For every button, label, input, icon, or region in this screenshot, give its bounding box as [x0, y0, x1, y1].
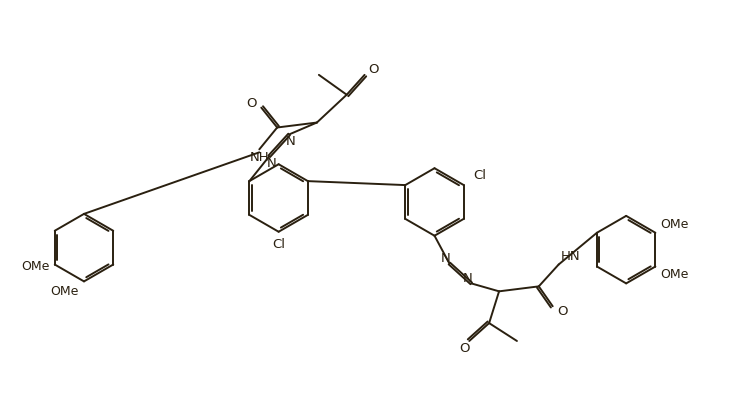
Text: Cl: Cl — [474, 169, 487, 182]
Text: O: O — [558, 305, 568, 318]
Text: O: O — [246, 97, 257, 110]
Text: O: O — [369, 64, 379, 76]
Text: HN: HN — [561, 250, 581, 263]
Text: O: O — [459, 342, 470, 356]
Text: NH: NH — [249, 151, 269, 164]
Text: N: N — [286, 135, 296, 148]
Text: Cl: Cl — [272, 238, 285, 251]
Text: OMe: OMe — [21, 260, 50, 273]
Text: N: N — [463, 272, 472, 285]
Text: N: N — [266, 157, 276, 170]
Text: OMe: OMe — [660, 268, 689, 281]
Text: N: N — [441, 252, 450, 265]
Text: OMe: OMe — [51, 285, 79, 298]
Text: OMe: OMe — [660, 218, 689, 231]
